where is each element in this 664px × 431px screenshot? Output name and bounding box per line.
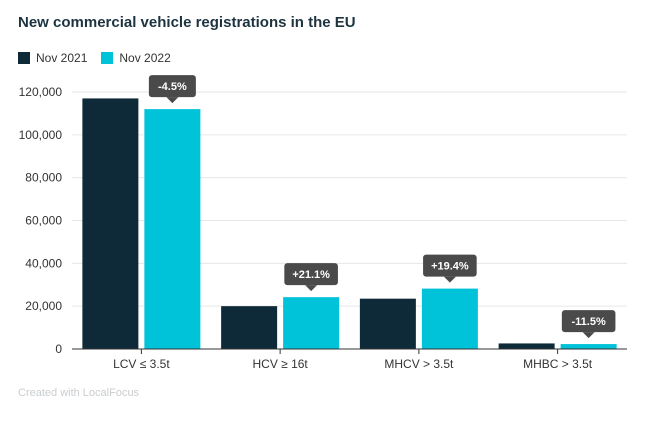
bar-nov-2021	[221, 306, 278, 349]
change-badge-label: +19.4%	[431, 261, 469, 273]
change-badge	[561, 310, 616, 333]
legend: Nov 2021 Nov 2022	[18, 51, 185, 65]
change-badge	[148, 75, 196, 98]
bar-nov-2022	[144, 109, 201, 349]
bar-nov-2021	[359, 298, 416, 349]
change-badge-label: -4.5%	[158, 81, 187, 93]
legend-label-nov-2022: Nov 2022	[119, 51, 171, 65]
change-badge-pointer	[443, 276, 456, 283]
bar-nov-2021	[498, 343, 555, 349]
y-tick-label: 20,000	[25, 299, 62, 313]
credit-text: Created with LocalFocus	[18, 387, 140, 399]
change-badge-pointer	[166, 97, 179, 104]
change-badge-pointer	[582, 332, 595, 339]
change-badge-label: +21.1%	[292, 269, 330, 281]
legend-swatch-nov-2022	[101, 52, 114, 64]
change-badge	[423, 254, 477, 277]
chart-title: New commercial vehicle registrations in …	[18, 14, 356, 31]
legend-item-nov-2021: Nov 2021	[18, 51, 87, 65]
bar-nov-2022	[283, 297, 340, 349]
y-tick-label: 80,000	[25, 171, 62, 185]
bar-nov-2022	[560, 344, 617, 349]
legend-swatch-nov-2021	[18, 52, 30, 64]
bar-nov-2021	[82, 98, 139, 349]
y-tick-label: 40,000	[25, 256, 62, 270]
x-tick-label: LCV ≤ 3.5t	[113, 357, 170, 371]
y-tick-label: 0	[55, 342, 62, 356]
x-tick-label: MHCV > 3.5t	[384, 357, 454, 371]
change-badge-pointer	[305, 285, 318, 292]
x-tick-label: HCV ≥ 16t	[252, 357, 308, 371]
legend-item-nov-2022: Nov 2022	[101, 51, 171, 65]
legend-label-nov-2021: Nov 2021	[36, 51, 88, 65]
y-tick-label: 60,000	[25, 214, 62, 228]
y-tick-label: 120,000	[19, 85, 63, 99]
x-tick-label: MHBC > 3.5t	[523, 357, 593, 371]
y-tick-label: 100,000	[19, 128, 63, 142]
bar-nov-2022	[421, 288, 478, 349]
change-badge-label: -11.5%	[572, 316, 606, 328]
change-badge	[284, 263, 338, 286]
